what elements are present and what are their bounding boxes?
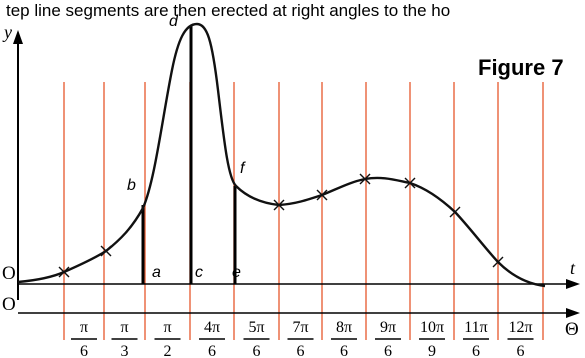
tick-denominator: 3 bbox=[121, 343, 129, 358]
point-label-c: c bbox=[195, 264, 203, 281]
tick-numerator: π bbox=[163, 319, 171, 336]
cross-marker-icon-3 bbox=[273, 199, 285, 211]
tick-numerator: 7π bbox=[292, 319, 308, 336]
tick-denominator: 6 bbox=[517, 343, 525, 358]
tick-denominator: 6 bbox=[340, 343, 348, 358]
tick-numerator: 9π bbox=[380, 319, 396, 336]
cross-marker-icon-4 bbox=[316, 189, 328, 201]
tick-numerator: 4π bbox=[204, 319, 220, 336]
tick-denominator: 6 bbox=[208, 343, 216, 358]
tick-label-8: 9π6 bbox=[375, 319, 401, 358]
cross-marker-icon-5 bbox=[359, 173, 371, 185]
tick-label-2: π3 bbox=[111, 319, 138, 358]
tick-label-3: π2 bbox=[154, 319, 181, 358]
cross-marker-icon-2 bbox=[100, 245, 112, 257]
tick-denominator: 6 bbox=[384, 343, 392, 358]
point-label-f: f bbox=[240, 160, 246, 177]
tick-label-4: 4π6 bbox=[199, 319, 225, 358]
cross-marker-icon-8 bbox=[492, 256, 504, 268]
cross-marker-icon-7 bbox=[449, 206, 461, 218]
theta-axis-arrow-icon bbox=[566, 308, 580, 318]
y-axis-arrow-icon bbox=[13, 30, 23, 44]
curve-sample-points bbox=[58, 173, 504, 278]
point-label-b: b bbox=[127, 177, 136, 194]
t-axis-label: t bbox=[570, 258, 576, 278]
point-label-a: a bbox=[152, 264, 161, 281]
tick-denominator: 6 bbox=[297, 343, 305, 358]
y-axis-label: y bbox=[2, 22, 12, 42]
origin-upper-label: O bbox=[2, 263, 16, 284]
point-label-d: d bbox=[169, 13, 179, 30]
tick-denominator: 6 bbox=[80, 343, 88, 358]
origin-lower-label: O bbox=[2, 294, 16, 315]
tick-denominator: 2 bbox=[164, 343, 172, 358]
tick-label-7: 8π6 bbox=[331, 319, 357, 358]
figure-title: Figure 7 bbox=[478, 55, 564, 80]
tick-denominator: 6 bbox=[472, 343, 480, 358]
t-axis-arrow-icon bbox=[566, 279, 580, 289]
tick-denominator: 6 bbox=[253, 343, 261, 358]
cross-marker-icon-1 bbox=[58, 266, 70, 278]
tick-numerator: π bbox=[80, 319, 88, 336]
tick-denominator: 9 bbox=[428, 343, 436, 358]
tick-label-6: 7π6 bbox=[287, 319, 314, 358]
tick-numerator: 10π bbox=[420, 319, 444, 336]
curve bbox=[17, 22, 546, 288]
tick-label-5: 5π6 bbox=[243, 319, 270, 358]
tick-numerator: 5π bbox=[248, 319, 264, 336]
tick-label-1: π6 bbox=[71, 319, 97, 358]
tick-numerator: 8π bbox=[336, 319, 352, 336]
header-fragment: tep line segments are then erected at ri… bbox=[6, 1, 450, 20]
tick-numerator: 12π bbox=[508, 319, 532, 336]
theta-axis-label: Θ bbox=[565, 319, 579, 340]
tick-numerator: 11π bbox=[464, 319, 487, 336]
point-label-e: e bbox=[232, 264, 241, 281]
cross-marker-icon-6 bbox=[404, 177, 416, 189]
ordinate-lines bbox=[63, 82, 544, 340]
tick-numerator: π bbox=[120, 319, 128, 336]
